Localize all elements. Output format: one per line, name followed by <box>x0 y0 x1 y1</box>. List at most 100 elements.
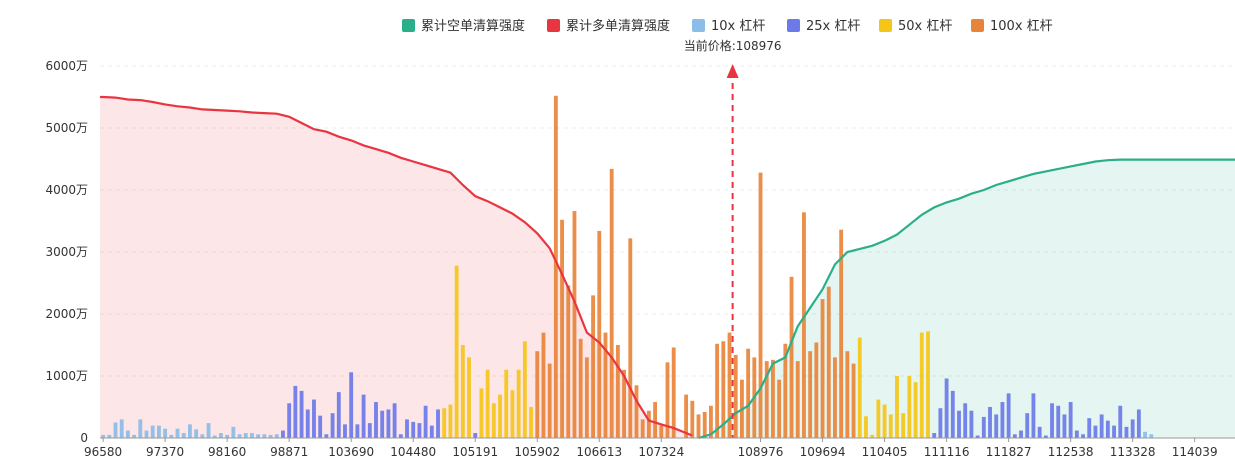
bar-25x <box>938 408 943 438</box>
bar-100x <box>845 351 850 438</box>
y-tick-label: 5000万 <box>45 121 88 135</box>
bar-100x <box>820 299 825 438</box>
bar-50x <box>926 331 930 438</box>
bar-50x <box>882 404 887 438</box>
bar-25x <box>281 430 285 438</box>
bar-10x <box>163 428 168 438</box>
bar-10x <box>200 434 205 438</box>
bar-25x <box>299 390 304 438</box>
bar-50x <box>876 399 881 438</box>
bar-25x <box>349 372 354 438</box>
bar-10x <box>188 424 192 438</box>
bar-100x <box>578 338 583 438</box>
short-area-fill <box>698 159 1235 438</box>
legend-label: 累计多单清算强度 <box>566 18 670 34</box>
x-tick-label: 111116 <box>924 445 970 459</box>
bar-25x <box>405 419 409 438</box>
bar-100x <box>603 332 608 438</box>
bar-25x <box>374 402 378 438</box>
bar-50x <box>485 369 490 438</box>
bar-100x <box>566 285 571 438</box>
legend-label: 50x 杠杆 <box>898 18 952 34</box>
bar-25x <box>981 416 986 438</box>
x-tick-label: 98871 <box>270 445 308 459</box>
bar-100x <box>640 419 645 438</box>
current-price-marker: 当前价格:108976 <box>684 38 782 438</box>
bar-25x <box>1062 414 1067 438</box>
bar-100x <box>591 295 595 438</box>
bar-100x <box>535 351 540 438</box>
bar-25x <box>336 392 341 438</box>
bar-25x <box>1037 426 1042 438</box>
bar-100x <box>764 361 769 438</box>
bar-10x <box>268 434 273 438</box>
bar-50x <box>467 357 471 438</box>
bar-100x <box>727 332 732 438</box>
current-price-label: 当前价格:108976 <box>684 38 782 53</box>
bar-50x <box>529 407 533 438</box>
bar-100x <box>584 357 589 438</box>
legend-label: 10x 杠杆 <box>711 18 765 34</box>
bar-25x <box>932 433 937 438</box>
bar-50x <box>479 388 484 438</box>
bar-100x <box>833 357 837 438</box>
bar-10x <box>212 435 217 438</box>
bar-100x <box>572 211 577 438</box>
bar-50x <box>504 369 509 438</box>
x-tick-label: 109694 <box>800 445 846 459</box>
bar-10x <box>101 434 106 438</box>
bar-25x <box>1112 425 1116 438</box>
bar-100x <box>789 276 794 438</box>
bar-10x <box>274 434 279 438</box>
x-tick-label: 105902 <box>514 445 560 459</box>
bar-50x <box>448 404 453 438</box>
bar-25x <box>429 425 434 438</box>
x-tick-label: 103690 <box>328 445 374 459</box>
bar-25x <box>367 423 372 438</box>
y-tick-label: 6000万 <box>45 59 88 73</box>
bar-100x <box>541 332 546 438</box>
x-tick-label: 105191 <box>452 445 498 459</box>
bar-10x <box>113 422 118 438</box>
bar-100x <box>771 359 775 438</box>
bar-100x <box>553 95 558 438</box>
x-tick-label: 111827 <box>986 445 1032 459</box>
bar-25x <box>1043 435 1048 438</box>
bar-25x <box>392 403 397 438</box>
bar-50x <box>870 434 875 438</box>
bar-25x <box>1006 393 1011 438</box>
legend-swatch <box>402 19 415 32</box>
bar-10x <box>1143 431 1147 438</box>
bar-100x <box>659 425 664 438</box>
bar-50x <box>460 345 465 438</box>
short-cumulative-line <box>698 158 1235 440</box>
bar-50x <box>888 414 893 438</box>
bar-50x <box>919 332 924 438</box>
x-tick-label: 97370 <box>146 445 184 459</box>
bar-25x <box>436 409 440 438</box>
bar-10x <box>125 430 130 438</box>
y-tick-label: 1000万 <box>45 369 88 383</box>
legend: 累计空单清算强度 累计多单清算强度 10x 杠杆 25x 杠杆 50x 杠杆 100x 杠… <box>402 18 1053 34</box>
x-tick-label: 113328 <box>1110 445 1156 459</box>
bar-25x <box>343 424 347 438</box>
x-tick-label: 106613 <box>576 445 622 459</box>
bar-10x <box>219 433 223 438</box>
bar-100x <box>777 379 782 438</box>
bar-50x <box>857 337 862 438</box>
bar-100x <box>839 229 844 438</box>
bar-25x <box>305 409 310 438</box>
y-tick-label: 3000万 <box>45 245 88 259</box>
bar-50x <box>913 382 918 438</box>
bar-25x <box>423 405 428 438</box>
bar-25x <box>324 434 329 438</box>
bar-10x <box>132 434 137 438</box>
bar-100x <box>826 286 831 438</box>
bar-25x <box>969 410 974 438</box>
bar-100x <box>746 348 751 438</box>
bar-10x <box>194 429 199 438</box>
bar-25x <box>1050 403 1054 438</box>
bar-10x <box>225 434 230 438</box>
bar-25x <box>386 409 391 438</box>
